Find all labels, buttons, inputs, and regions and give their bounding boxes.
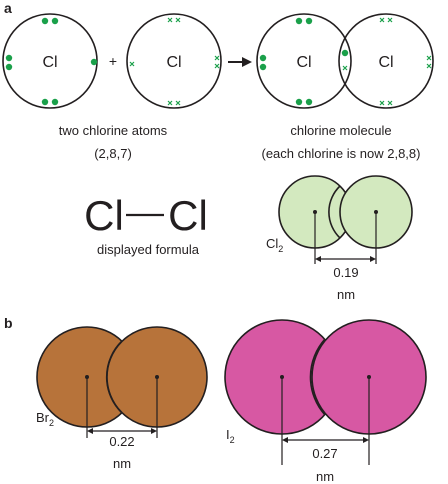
- br2-label: Br2: [36, 410, 54, 428]
- electron-crosses: [342, 17, 432, 106]
- chlorine-molecule: Cl Cl: [256, 13, 434, 109]
- i2-distance: 0.27: [312, 446, 337, 461]
- cl2-label: Cl2: [266, 236, 283, 254]
- br2-distance: 0.22: [109, 434, 134, 449]
- part-b-label: b: [4, 315, 13, 331]
- right-config: (each chlorine is now 2,8,8): [262, 146, 421, 161]
- electron-dots: [5, 17, 98, 106]
- formula-caption: displayed formula: [97, 242, 200, 257]
- i2-unit: nm: [316, 469, 334, 484]
- atom-shell: [338, 13, 434, 109]
- cl2-unit: nm: [337, 287, 355, 302]
- reaction-arrow: [228, 57, 252, 67]
- formula-atom-left: Cl: [84, 192, 124, 239]
- br2-unit: nm: [113, 456, 131, 471]
- plus-sign: +: [109, 53, 117, 69]
- displayed-formula: Cl Cl displayed formula: [84, 192, 208, 257]
- formula-atom-right: Cl: [168, 192, 208, 239]
- i2-label: I2: [226, 427, 235, 445]
- atom-symbol: Cl: [378, 54, 393, 71]
- atom-shell: [126, 13, 222, 109]
- br2-model: Br2 0.22 nm: [36, 326, 208, 471]
- part-a-label: a: [4, 0, 12, 16]
- cl2-distance: 0.19: [333, 265, 358, 280]
- atom-symbol: Cl: [42, 54, 57, 71]
- chlorine-atom-right: Cl: [126, 13, 222, 109]
- i2-model: I2 0.27 nm: [224, 319, 427, 484]
- left-config: (2,8,7): [94, 146, 132, 161]
- cl2-model: Cl2 0.19 nm: [266, 175, 413, 302]
- right-caption: chlorine molecule: [290, 123, 391, 138]
- atom-symbol: Cl: [296, 54, 311, 71]
- electron-crosses: [129, 17, 220, 106]
- chlorine-atom-left: Cl: [2, 13, 98, 109]
- atom-symbol: Cl: [166, 54, 181, 71]
- left-caption: two chlorine atoms: [59, 123, 168, 138]
- electron-dots: [259, 17, 349, 106]
- atom-shell: [256, 13, 352, 109]
